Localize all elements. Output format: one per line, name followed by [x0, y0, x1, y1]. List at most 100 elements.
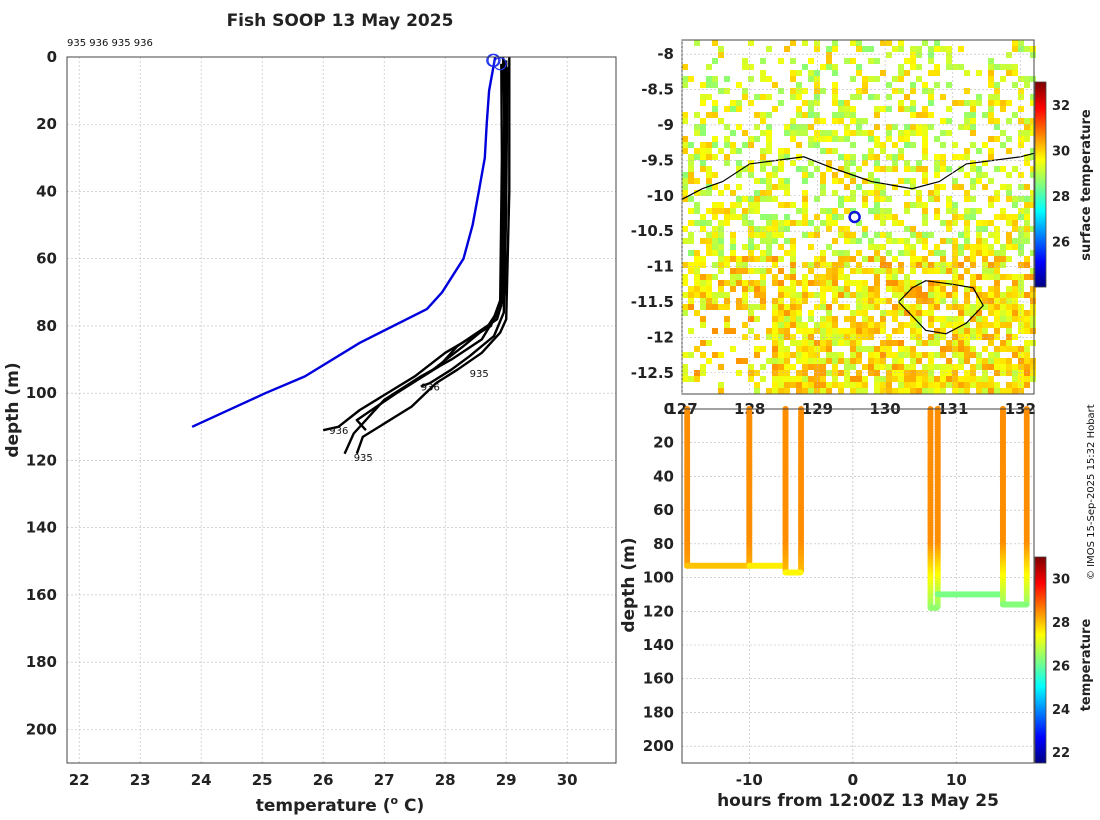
sst-cell [838, 136, 844, 142]
sst-cell [736, 196, 742, 202]
sst-cell [898, 106, 904, 112]
sst-cell [748, 286, 754, 292]
sst-cell [682, 274, 688, 280]
sst-cell [1030, 172, 1036, 178]
sst-cell [862, 268, 868, 274]
sst-cell [724, 76, 730, 82]
sst-cell [826, 334, 832, 340]
sst-cell [958, 352, 964, 358]
sst-cell [736, 106, 742, 112]
sst-cell [802, 382, 808, 388]
sst-cell [814, 232, 820, 238]
sst-cell [952, 340, 958, 346]
sst-cell [928, 364, 934, 370]
sst-cell [1006, 304, 1012, 310]
sst-cell [1018, 214, 1024, 220]
colorbar-step [1035, 659, 1046, 661]
sst-cell [970, 208, 976, 214]
sst-cell [784, 388, 790, 394]
sst-cell [808, 364, 814, 370]
sst-cell [784, 148, 790, 154]
sst-cell [904, 280, 910, 286]
sst-cell [898, 292, 904, 298]
sst-cell [844, 106, 850, 112]
colorbar-step [1035, 561, 1046, 563]
colorbar-step [1035, 206, 1046, 208]
colorbar-step [1035, 586, 1046, 588]
sst-cell [826, 214, 832, 220]
sst-cell [724, 322, 730, 328]
sst-cell [856, 352, 862, 358]
sst-cell [850, 322, 856, 328]
colorbar-step [1035, 129, 1046, 131]
sst-cell [994, 328, 1000, 334]
sst-cell [946, 118, 952, 124]
sst-cell [772, 232, 778, 238]
sst-cell [838, 106, 844, 112]
sst-cell [754, 232, 760, 238]
sst-cell [922, 382, 928, 388]
sst-cell [1000, 250, 1006, 256]
colorbar-step [1035, 746, 1046, 748]
sst-cell [784, 376, 790, 382]
sst-cell [718, 388, 724, 394]
sst-cell [922, 154, 928, 160]
sst-cell [730, 268, 736, 274]
sst-cell [994, 304, 1000, 310]
colorbar-step [1035, 721, 1046, 723]
sst-cell [850, 238, 856, 244]
colorbar-step [1035, 581, 1046, 583]
colorbar-step [1035, 85, 1046, 87]
sst-cell [1012, 244, 1018, 250]
sst-cell [742, 334, 748, 340]
sst-cell [742, 268, 748, 274]
sst-cell [778, 280, 784, 286]
sst-cell [964, 286, 970, 292]
colorbar-step [1035, 631, 1046, 633]
sst-cell [946, 382, 952, 388]
colorbar-tick: 24 [1052, 703, 1070, 718]
colorbar-step [1035, 634, 1046, 636]
sst-cell [754, 256, 760, 262]
sst-cell [898, 286, 904, 292]
sst-cell [688, 166, 694, 172]
colorbar-step [1035, 660, 1046, 662]
sst-cell [784, 364, 790, 370]
sst-cell [796, 388, 802, 394]
sst-cell [790, 268, 796, 274]
sst-cell [814, 328, 820, 334]
sst-cell [880, 208, 886, 214]
sst-cell [910, 52, 916, 58]
sst-cell [886, 388, 892, 394]
colorbar-step [1035, 166, 1046, 168]
sst-cell [886, 82, 892, 88]
sst-cell [910, 124, 916, 130]
colorbar-step [1035, 633, 1046, 635]
sst-cell [802, 220, 808, 226]
sst-cell [976, 304, 982, 310]
sst-cell [1024, 364, 1030, 370]
sst-cell [874, 94, 880, 100]
sst-cell [802, 388, 808, 394]
sst-cell [994, 232, 1000, 238]
sst-cell [904, 136, 910, 142]
sst-cell [730, 286, 736, 292]
sst-cell [1000, 106, 1006, 112]
sst-cell [976, 208, 982, 214]
sst-cell [862, 316, 868, 322]
sst-cell [808, 58, 814, 64]
y-tick-label: 140 [26, 519, 57, 537]
colorbar-step [1035, 734, 1046, 736]
colorbar-step [1035, 226, 1046, 228]
colorbar-step [1035, 656, 1046, 658]
colorbar-step [1035, 713, 1046, 715]
sst-cell [724, 292, 730, 298]
sst-cell [856, 46, 862, 52]
sst-cell [832, 250, 838, 256]
sst-cell [880, 70, 886, 76]
colorbar-step [1035, 745, 1046, 747]
sst-cell [1012, 376, 1018, 382]
sst-cell [832, 88, 838, 94]
sst-cell [760, 166, 766, 172]
sst-cell [742, 58, 748, 64]
